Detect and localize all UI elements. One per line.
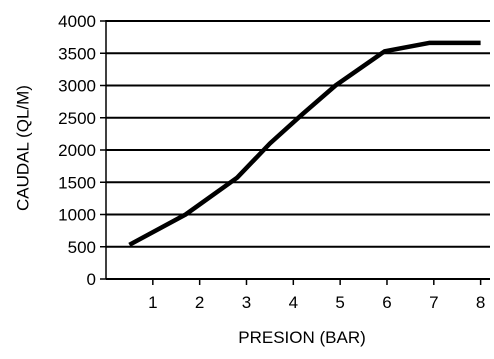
y-tick-label: 0 <box>87 270 96 289</box>
y-tick-label: 500 <box>68 238 96 257</box>
ticks: 0 500 1000 1500 2000 2500 3000 3500 4000 1 2 3 4 5 6 7 8 <box>58 12 485 312</box>
y-tick-label: 3500 <box>58 44 96 63</box>
series <box>128 40 481 247</box>
gridlines <box>106 20 490 248</box>
x-tick-label: 4 <box>289 293 298 312</box>
x-tick-label: 1 <box>148 293 157 312</box>
y-tick-label: 3000 <box>58 77 96 96</box>
x-axis-title: PRESION (BAR) <box>238 328 366 347</box>
y-axis-title: CAUDAL (QL/M) <box>13 85 32 211</box>
x-tick-label: 3 <box>242 293 251 312</box>
x-tick-label: 8 <box>476 293 485 312</box>
x-tick-label: 2 <box>195 293 204 312</box>
y-tick-label: 2000 <box>58 141 96 160</box>
x-tick-label: 5 <box>335 293 344 312</box>
y-tick-label: 4000 <box>58 12 96 31</box>
y-tick-label: 1000 <box>58 206 96 225</box>
x-tick-label: 6 <box>382 293 391 312</box>
y-tick-label: 1500 <box>58 173 96 192</box>
x-tick-label: 7 <box>429 293 438 312</box>
series-line-0 <box>128 40 481 247</box>
y-tick-label: 2500 <box>58 109 96 128</box>
